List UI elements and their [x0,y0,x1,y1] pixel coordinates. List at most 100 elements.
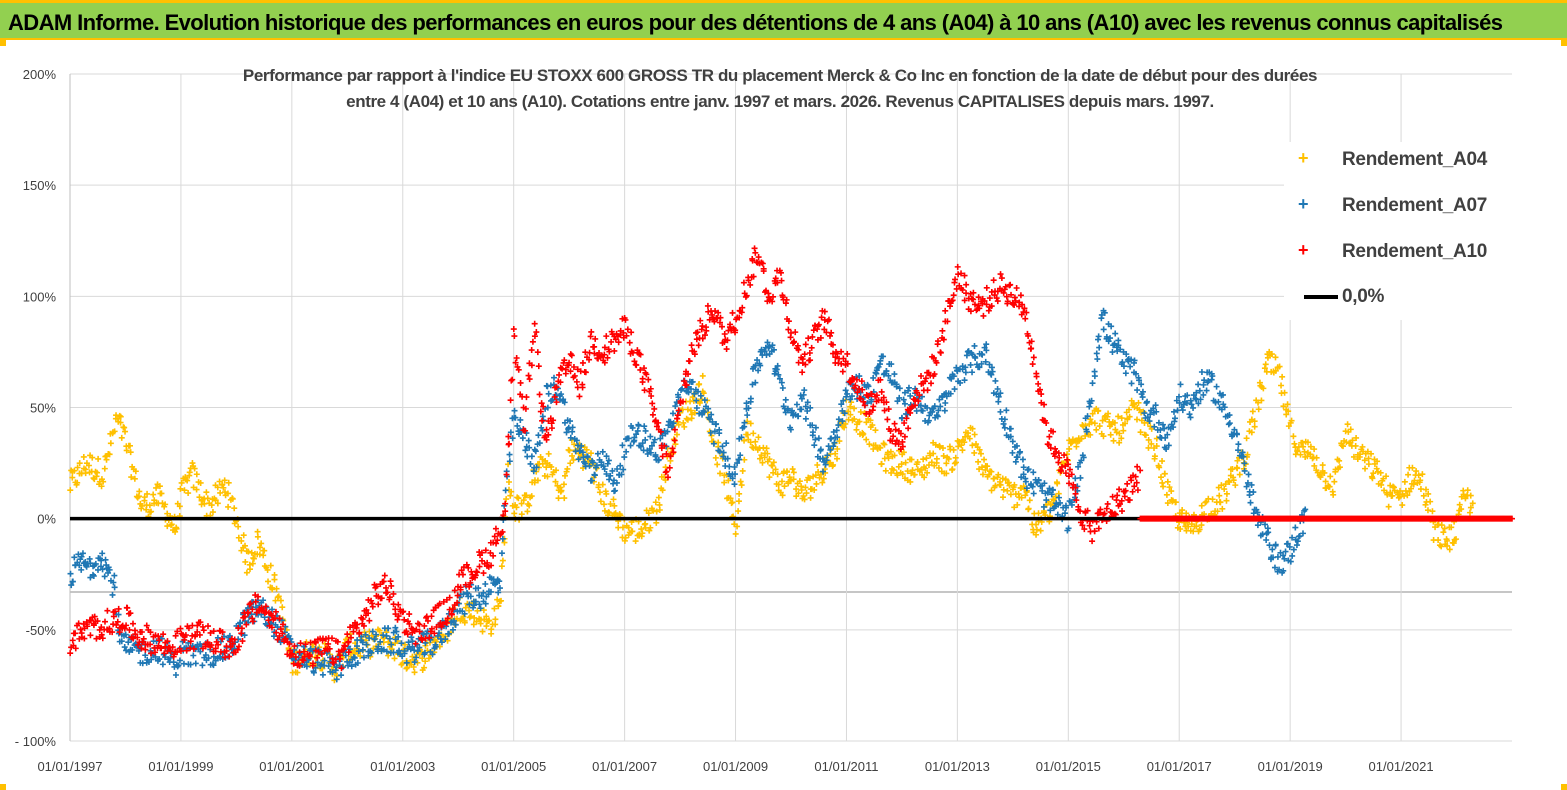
data-point [642,427,649,434]
data-point [999,494,1006,501]
data-point [472,598,479,605]
data-point [551,374,558,381]
data-point [545,450,552,457]
data-point [172,672,179,679]
data-point [1107,335,1114,342]
data-point [527,460,534,467]
legend-item-a04: + Rendement_A04 [1284,146,1520,174]
data-point [235,523,242,530]
data-point [1261,365,1268,372]
data-point [241,542,248,549]
data-point [1244,479,1251,486]
data-point [107,440,114,447]
data-point [717,470,724,477]
data-point [1370,470,1377,477]
data-point [731,481,738,488]
data-point [1075,463,1082,470]
data-point [962,369,969,376]
data-point [1336,464,1343,471]
data-point [1132,370,1139,377]
data-point [1016,449,1023,456]
data-point [611,502,618,509]
data-point [321,657,328,664]
data-point [604,460,611,467]
data-point [131,475,138,482]
data-point [856,418,863,425]
data-point [528,453,535,460]
data-point [859,429,866,436]
data-point [129,647,136,654]
data-point [1134,387,1141,394]
data-point [571,441,578,448]
data-point [462,604,469,611]
y-axis-ticks: 200% 150% 100% 50% 0% -50% - 100% [15,67,57,749]
data-point [872,427,879,434]
data-point [983,341,990,348]
data-point [554,482,561,489]
data-point [1026,497,1033,504]
data-point [853,426,860,433]
data-point [501,539,508,546]
data-point [587,450,594,457]
data-point [606,509,613,516]
data-point [914,459,921,466]
data-point [645,510,652,517]
data-point [1399,502,1406,509]
data-point [156,656,163,663]
data-point [679,406,686,413]
data-point [176,657,183,664]
data-point [1440,529,1447,536]
data-point [891,452,898,459]
data-point [646,446,653,453]
data-point [405,639,412,646]
x-tick-label: 01/01/2019 [1258,759,1323,774]
chart-title: Performance par rapport à l'indice EU ST… [160,63,1400,115]
data-point [666,464,673,471]
data-point [603,333,610,340]
data-point [1383,473,1390,480]
data-point [847,396,854,403]
data-point [1259,531,1266,538]
data-point [952,459,959,466]
data-point [507,492,514,499]
data-point [1007,425,1014,432]
data-point [1233,430,1240,437]
data-point [734,460,741,467]
data-point [1378,481,1385,488]
data-point [815,435,822,442]
data-point [514,494,521,501]
x-tick-label: 01/01/2003 [370,759,435,774]
data-point [1089,380,1096,387]
data-point [988,371,995,378]
data-point [623,448,630,455]
data-point [1137,429,1144,436]
data-point [725,477,732,484]
data-point [1279,373,1286,380]
data-point [671,437,678,444]
data-point [618,471,625,478]
data-point [256,551,263,558]
data-point [663,468,670,475]
data-point [613,479,620,486]
data-point [269,584,276,591]
data-point [1248,429,1255,436]
data-point [656,501,663,508]
data-point [1258,397,1265,404]
data-point [111,584,118,591]
data-point [786,474,793,481]
data-point [248,549,255,556]
data-point [820,475,827,482]
data-point [976,446,983,453]
data-point [638,526,645,533]
data-point [752,438,759,445]
data-point [779,385,786,392]
data-point [144,490,151,497]
data-point [884,416,891,423]
data-point [369,628,376,635]
data-point [102,556,109,563]
data-point [905,384,912,391]
data-point [1116,439,1123,446]
data-point [1089,538,1096,545]
data-point [1250,510,1257,517]
data-point [528,347,535,354]
